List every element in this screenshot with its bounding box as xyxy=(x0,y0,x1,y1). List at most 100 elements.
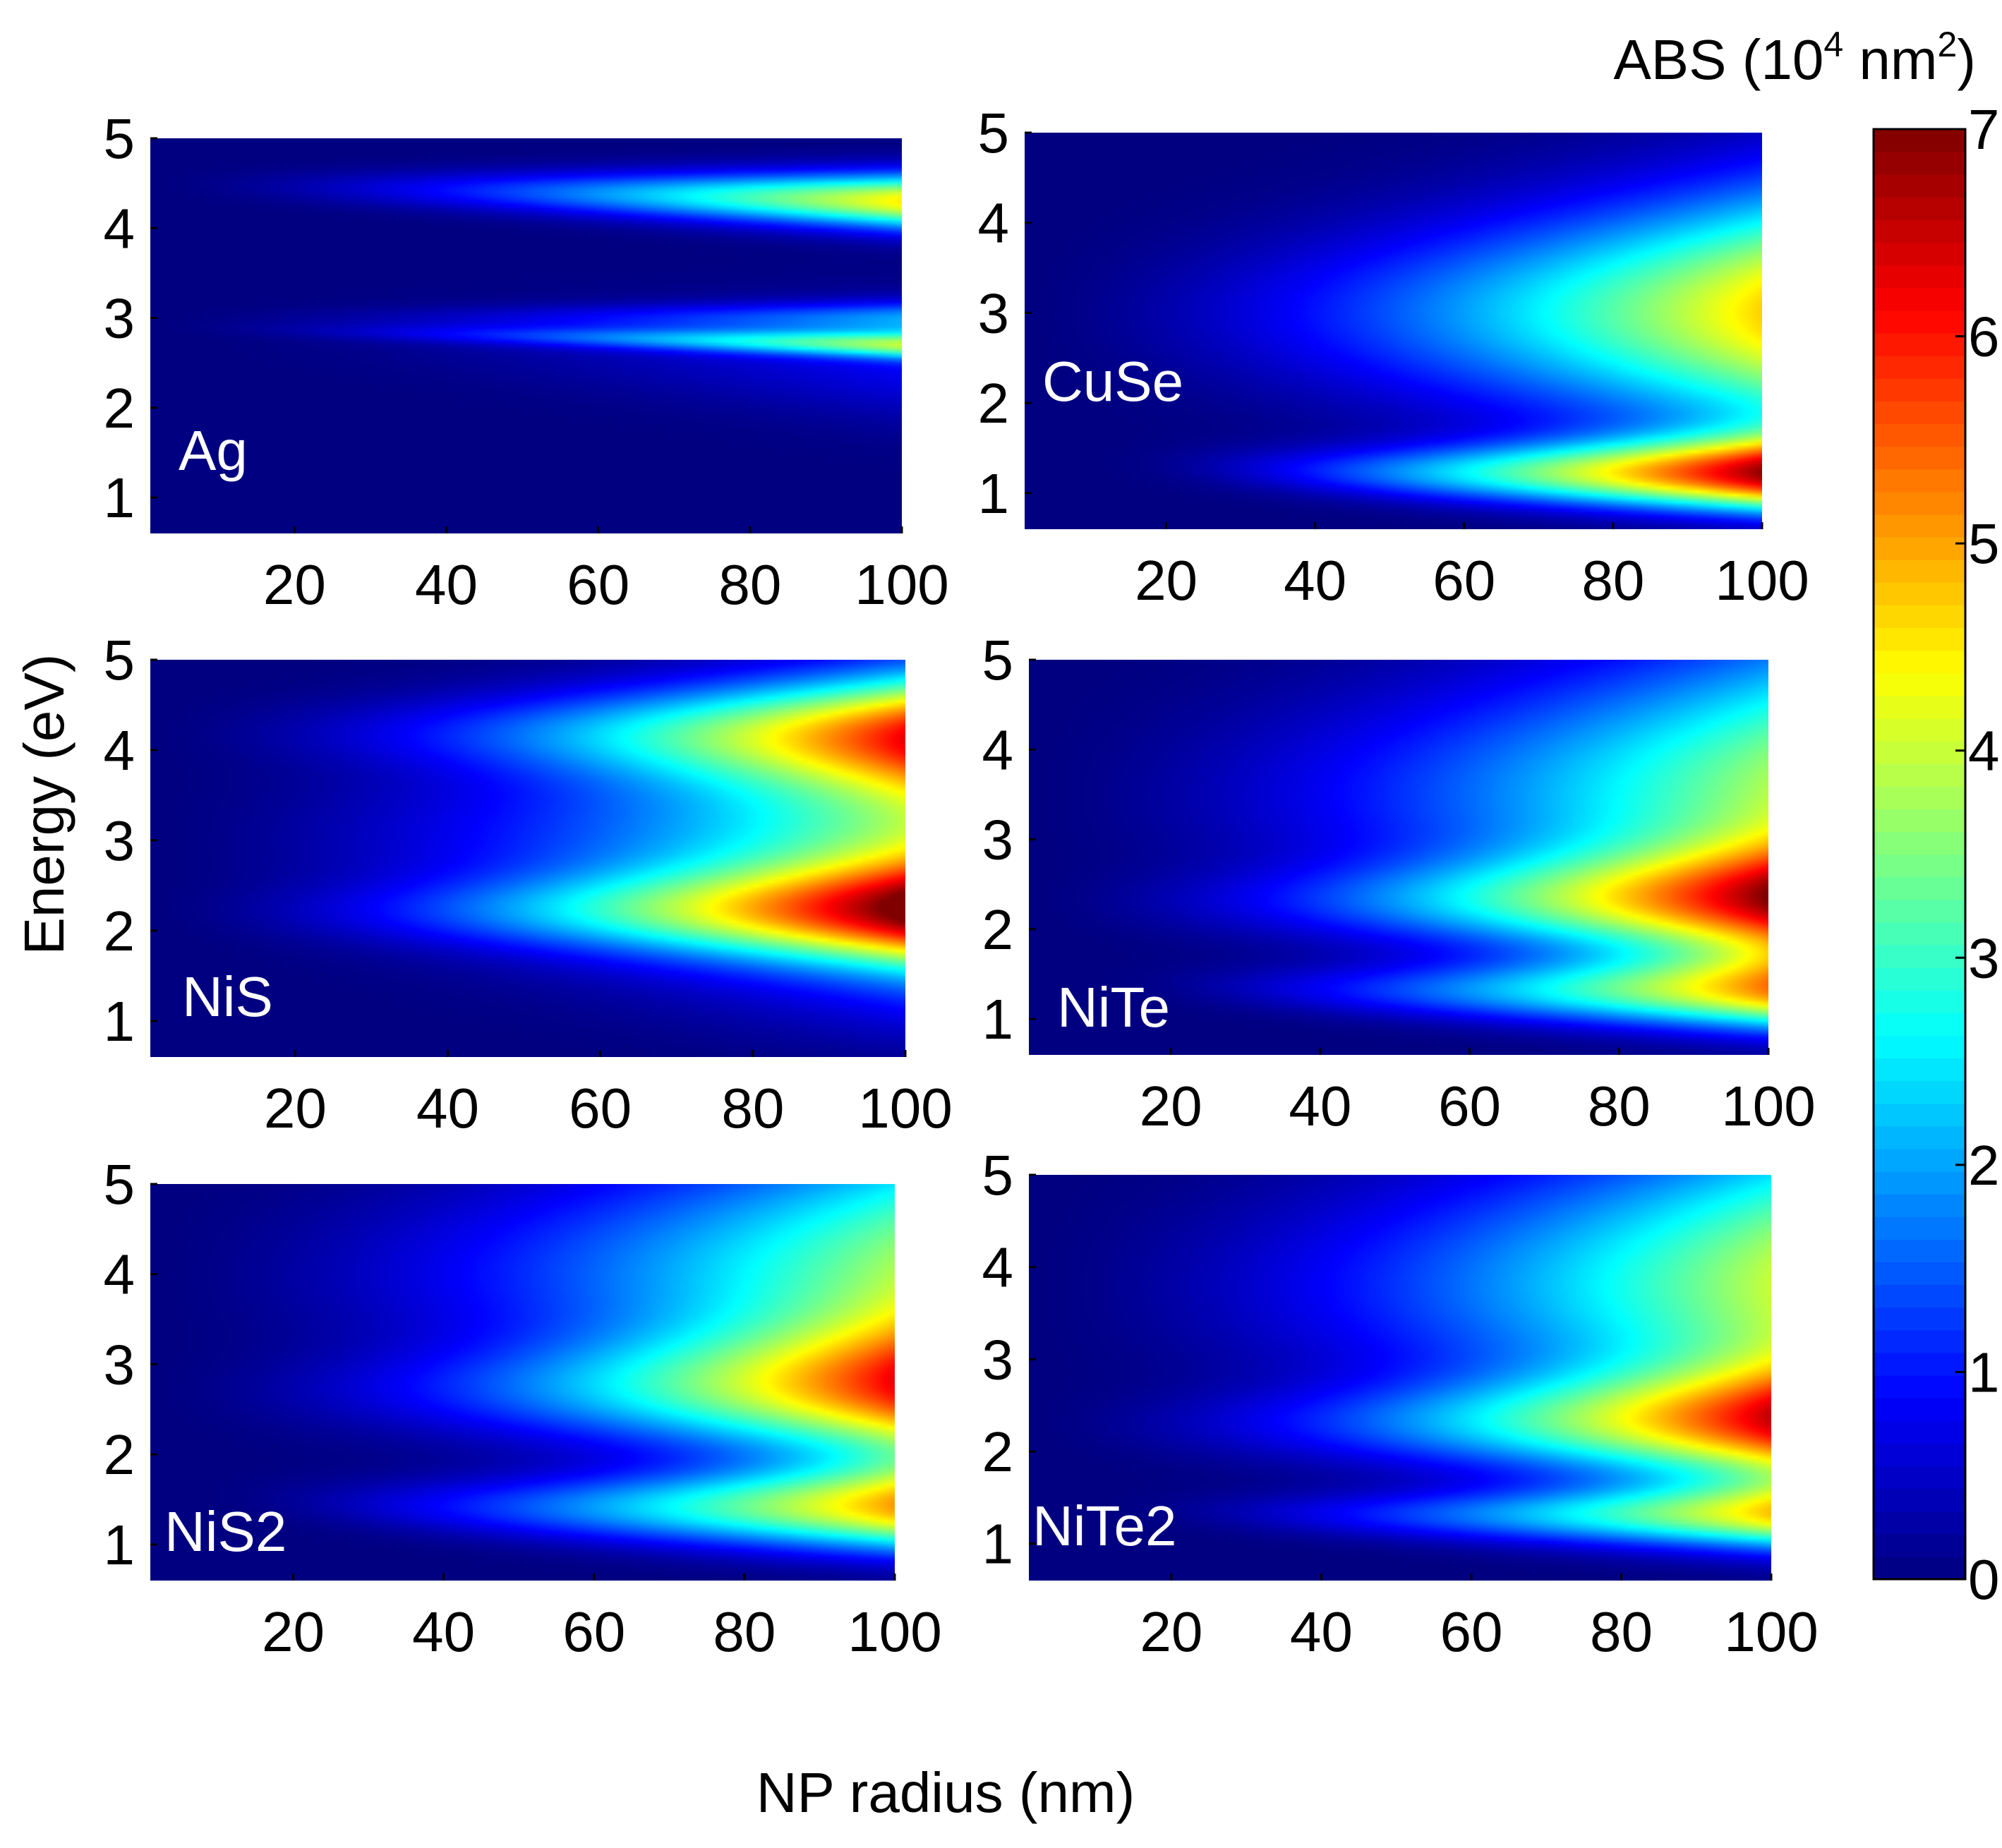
x-tick-label: 20 xyxy=(1135,549,1198,612)
y-tick-label: 2 xyxy=(104,1423,135,1486)
x-tick-label: 20 xyxy=(1140,1600,1202,1663)
x-tick-label: 100 xyxy=(855,553,948,616)
panel-label: NiTe xyxy=(1057,976,1170,1039)
panel-nite2: 1 2 3 4 5 20 40 60 80 100 NiTe2 xyxy=(982,1144,1819,1663)
x-axis-title: NP radius (nm) xyxy=(756,1761,1135,1824)
x-tick-label: 100 xyxy=(1721,1075,1815,1137)
colorbar-segment xyxy=(1874,1308,1965,1331)
colorbar-segment xyxy=(1874,514,1965,538)
panel-label: NiS2 xyxy=(164,1500,287,1563)
y-tick-label: 3 xyxy=(104,809,135,872)
y-tick-label: 3 xyxy=(982,809,1014,871)
y-tick-label: 1 xyxy=(104,466,135,529)
colorbar-segment xyxy=(1874,197,1965,220)
y-tick-label: 4 xyxy=(978,192,1010,255)
colorbar-segment xyxy=(1874,582,1965,605)
colorbar-segment xyxy=(1874,288,1965,311)
x-tick-label: 40 xyxy=(416,1077,479,1140)
colorbar-segment xyxy=(1874,1398,1965,1421)
colorbar-segment xyxy=(1874,1443,1965,1466)
colorbar-segment xyxy=(1874,423,1965,447)
colorbar-segment xyxy=(1874,967,1965,991)
colorbar-tick-label: 0 xyxy=(1968,1548,2000,1611)
colorbar-segment xyxy=(1874,265,1965,289)
x-tick-label: 40 xyxy=(1289,1075,1351,1137)
x-tick-label: 80 xyxy=(1590,1600,1653,1663)
colorbar-segment xyxy=(1874,560,1965,583)
colorbar-segment xyxy=(1874,1420,1965,1444)
colorbar-segment xyxy=(1874,1081,1965,1104)
x-tick-label: 80 xyxy=(1588,1075,1651,1137)
colorbar-segment xyxy=(1874,401,1965,424)
y-tick-label: 5 xyxy=(978,102,1010,164)
x-tick-label: 100 xyxy=(858,1077,952,1140)
colorbar-tick-label: 1 xyxy=(1968,1341,2000,1403)
panel-nis: 1234520 40 60 80 100NiS xyxy=(104,629,953,1140)
colorbar-segment xyxy=(1874,243,1965,266)
y-tick-label: 2 xyxy=(982,1420,1014,1483)
x-tick-label: 60 xyxy=(1440,1600,1502,1663)
colorbar-segment xyxy=(1874,1194,1965,1217)
colorbar-segment xyxy=(1874,718,1965,742)
figure: 1234520 40 60 80 100Ag 1234520 40 60 80 100CuSe … xyxy=(0,0,2002,1848)
colorbar-segment xyxy=(1874,1126,1965,1149)
panel-label: CuSe xyxy=(1042,350,1183,413)
x-tick-label: 80 xyxy=(718,553,781,616)
colorbar-segment xyxy=(1874,831,1965,854)
y-tick-label: 3 xyxy=(104,287,135,350)
x-tick-label: 60 xyxy=(562,1600,625,1663)
y-tick-label: 5 xyxy=(982,629,1014,692)
colorbar-segment xyxy=(1874,469,1965,493)
colorbar-segment xyxy=(1874,378,1965,401)
y-tick-label: 3 xyxy=(982,1328,1014,1391)
x-tick-label: 80 xyxy=(1581,549,1644,612)
colorbar-segment xyxy=(1874,1330,1965,1353)
colorbar-segment xyxy=(1874,1216,1965,1240)
colorbar-segment xyxy=(1874,356,1965,379)
colorbar-tick-label: 6 xyxy=(1968,306,2000,368)
x-tick-label: 60 xyxy=(1438,1075,1501,1137)
colorbar-segment xyxy=(1874,651,1965,674)
y-tick-label: 5 xyxy=(982,1144,1014,1207)
heatmap-image xyxy=(1025,133,1762,529)
colorbar-segment xyxy=(1874,537,1965,560)
panel-ag: 1 2 3 4 5 20 40 60 80 100 Ag xyxy=(104,107,949,616)
colorbar-segment xyxy=(1874,741,1965,764)
y-tick-label: 1 xyxy=(982,1513,1014,1576)
panel-label: NiTe2 xyxy=(1032,1494,1177,1557)
colorbar-segment xyxy=(1874,990,1965,1013)
x-tick-label: 60 xyxy=(569,1077,632,1140)
y-tick-label: 5 xyxy=(104,107,135,170)
y-tick-label: 2 xyxy=(978,372,1010,435)
colorbar-segment xyxy=(1874,1534,1965,1557)
colorbar-segment xyxy=(1874,1058,1965,1081)
y-tick-label: 4 xyxy=(104,719,135,782)
x-tick-label: 40 xyxy=(1290,1600,1353,1663)
y-tick-label: 1 xyxy=(978,462,1010,525)
x-tick-label: 40 xyxy=(1284,549,1346,612)
colorbar-segment xyxy=(1874,447,1965,470)
x-tick-label: 100 xyxy=(1715,549,1809,612)
colorbar-title: ABS (104 nm2) xyxy=(1613,25,1976,91)
x-tick-label: 100 xyxy=(848,1600,941,1663)
y-tick-label: 2 xyxy=(104,377,135,440)
colorbar-segment xyxy=(1874,786,1965,809)
colorbar-segment xyxy=(1874,1375,1965,1399)
colorbar-tick-label: 3 xyxy=(1968,926,2000,989)
colorbar-segment xyxy=(1874,129,1965,152)
x-tick-label: 20 xyxy=(263,553,326,616)
y-axis-title: Energy (eV) xyxy=(13,654,76,955)
colorbar: 0 1 2 3 4 5 6 7 xyxy=(1874,98,2000,1611)
x-tick-label: 20 xyxy=(262,1600,325,1663)
y-tick-label: 1 xyxy=(104,990,135,1053)
x-tick-label: 80 xyxy=(721,1077,784,1140)
colorbar-segment xyxy=(1874,1013,1965,1036)
colorbar-segment xyxy=(1874,900,1965,923)
colorbar-segment xyxy=(1874,1171,1965,1195)
colorbar-segment xyxy=(1874,922,1965,946)
colorbar-segment xyxy=(1874,152,1965,175)
colorbar-tick-label: 7 xyxy=(1968,98,2000,161)
colorbar-segment xyxy=(1874,605,1965,628)
colorbar-segment xyxy=(1874,1489,1965,1512)
y-tick-label: 4 xyxy=(104,197,135,260)
